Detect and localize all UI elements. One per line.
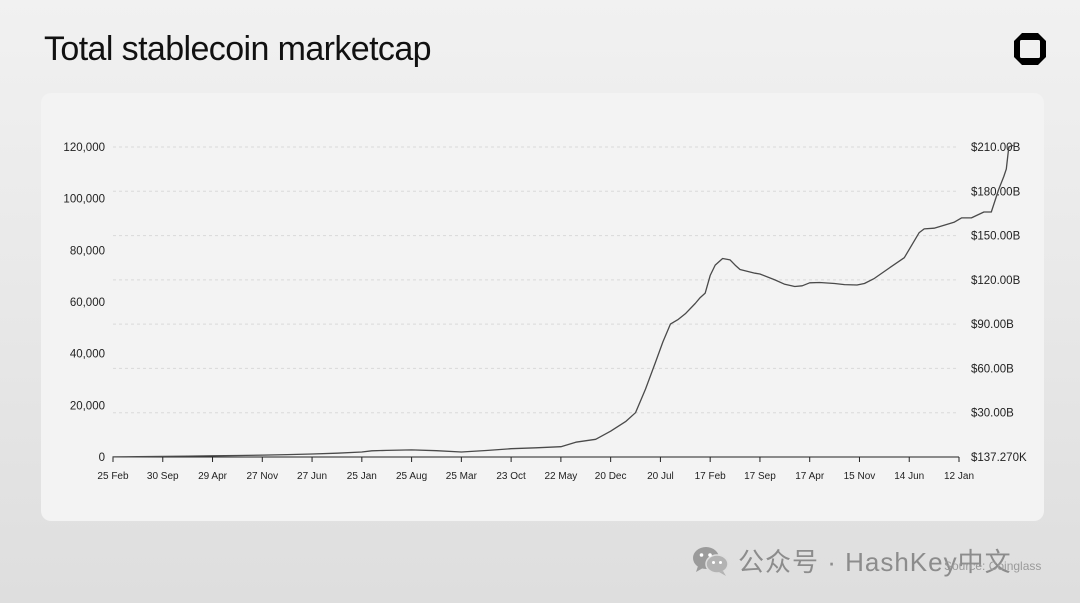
page-title: Total stablecoin marketcap	[44, 30, 432, 68]
y-left-tick-label: 100,000	[63, 194, 105, 206]
x-tick-label: 25 Feb	[97, 471, 129, 482]
x-tick-label: 17 Apr	[795, 471, 825, 482]
y-left-tick-label: 60,000	[70, 297, 105, 309]
x-tick-label: 20 Dec	[595, 471, 627, 482]
x-tick-label: 25 Aug	[396, 471, 427, 482]
y-right-tick-label: $30.00B	[971, 408, 1014, 420]
x-tick-label: 27 Jun	[297, 471, 327, 482]
y-left-tick-label: 80,000	[70, 245, 105, 257]
x-tick-label: 15 Nov	[844, 471, 876, 482]
x-tick-label: 14 Jun	[894, 471, 924, 482]
watermark-text: 公众号 · HashKey中文	[738, 547, 1012, 577]
x-tick-label: 30 Sep	[147, 471, 179, 482]
y-left-tick-label: 40,000	[70, 349, 105, 361]
line-chart: 25 Feb 30 Sep 29 Apr 27 Nov 27 Jun 25 Jan 25 A…	[63, 142, 1027, 482]
y-right-tick-label: $120.00B	[971, 275, 1021, 287]
octagon-logo-icon	[1014, 33, 1046, 65]
x-tick-label: 17 Feb	[695, 471, 727, 482]
x-tick-label: 27 Nov	[246, 471, 278, 482]
y-right-tick-label: $180.00B	[971, 186, 1021, 198]
y-right-tick-label: $150.00B	[971, 231, 1021, 243]
y-right-tick-label: $210.00B	[971, 142, 1021, 154]
wechat-icon	[693, 546, 729, 576]
x-tick-label: 29 Apr	[198, 471, 228, 482]
y-left-tick-label: 120,000	[63, 142, 105, 154]
y-right-tick-label: $60.00B	[971, 363, 1014, 375]
series-line	[112, 144, 1014, 458]
x-tick-label: 23 Oct	[496, 471, 526, 482]
x-tick-label: 20 Jul	[647, 471, 674, 482]
x-tick-label: 12 Jan	[944, 471, 974, 482]
watermark: 公众号 · HashKey中文	[692, 542, 1012, 579]
source-note: Source: Coinglass	[944, 559, 1042, 573]
y-right-tick-label: $137.270K	[971, 452, 1027, 464]
x-tick-label: 17 Sep	[744, 471, 776, 482]
y-left-tick-label: 0	[99, 452, 105, 464]
x-tick-label: 25 Mar	[446, 471, 478, 482]
x-tick-label: 22 May	[544, 471, 577, 482]
x-tick-label: 25 Jan	[347, 471, 377, 482]
chart-card: 25 Feb 30 Sep 29 Apr 27 Nov 27 Jun 25 Jan 25 A…	[41, 93, 1044, 521]
y-right-tick-label: $90.00B	[971, 319, 1014, 331]
y-left-tick-label: 20,000	[70, 400, 105, 412]
